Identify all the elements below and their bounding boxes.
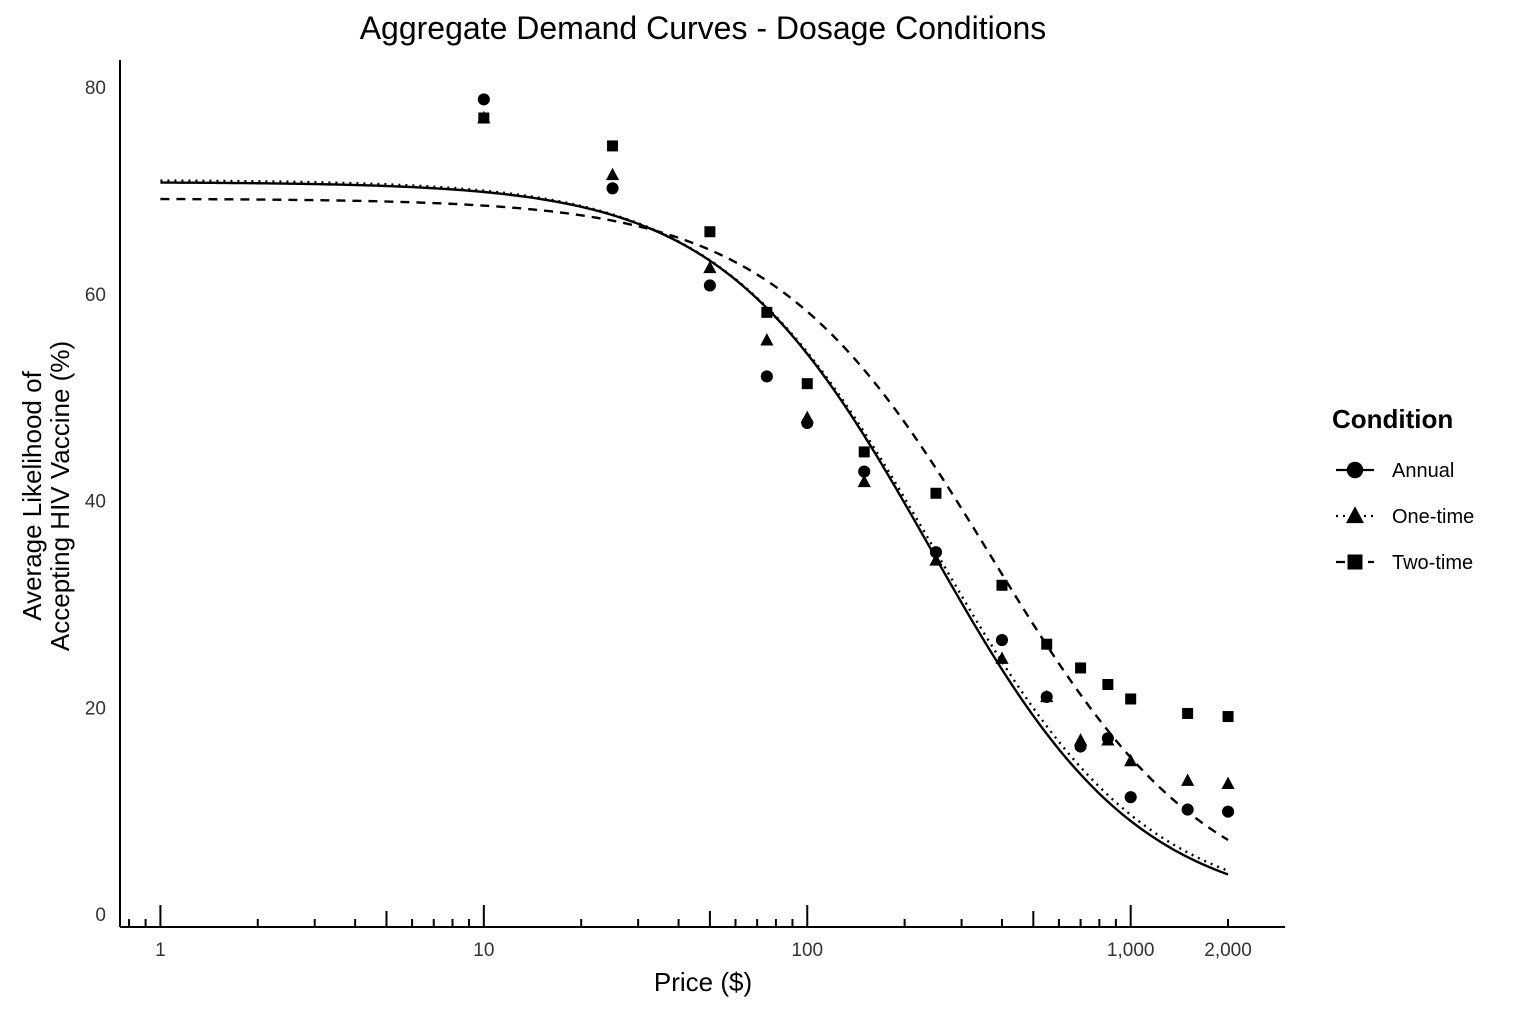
legend-label-annual: Annual <box>1392 460 1454 482</box>
data-points <box>477 93 1235 818</box>
x-tick-label: 1 <box>155 940 166 961</box>
fit-curve-annual <box>160 181 1229 876</box>
data-point-two-time <box>1182 707 1194 719</box>
data-point-one-time <box>929 553 943 566</box>
data-point-two-time <box>930 487 942 499</box>
legend-label-two-time: Two-time <box>1392 552 1473 574</box>
data-point-one-time <box>857 474 871 488</box>
data-point-one-time <box>800 410 814 423</box>
data-point-one-time <box>605 167 620 181</box>
data-point-one-time <box>1040 689 1054 703</box>
data-point-two-time <box>704 226 716 238</box>
y-tick-label: 0 <box>95 905 106 926</box>
y-axis-title-line-2: Accepting HIV Vaccine (%) <box>45 341 75 651</box>
data-point-two-time <box>1041 638 1053 650</box>
chart-title: Aggregate Demand Curves - Dosage Conditi… <box>360 10 1047 46</box>
data-point-annual <box>929 546 943 559</box>
y-tick-label: 80 <box>85 78 106 99</box>
x-tick-label: 10 <box>473 940 494 961</box>
data-point-two-time <box>801 378 813 390</box>
data-point-annual <box>1181 803 1194 816</box>
data-point-two-time <box>996 579 1008 591</box>
data-point-two-time <box>607 140 619 152</box>
data-point-annual <box>477 93 490 106</box>
data-point-one-time <box>703 260 717 274</box>
data-point-one-time <box>1101 733 1115 746</box>
fit-curve-two-time <box>160 197 1229 842</box>
y-tick-label: 20 <box>85 698 106 719</box>
data-point-two-time <box>1075 662 1087 674</box>
data-point-two-time <box>478 112 490 124</box>
y-tick-label: 60 <box>85 285 106 306</box>
x-tick-label: 100 <box>791 940 823 961</box>
data-point-annual <box>858 465 871 478</box>
legend-key-marker-annual <box>1346 461 1364 479</box>
data-point-one-time <box>1221 776 1235 789</box>
y-axis-title-line-1: Average Likelihood of <box>17 370 47 620</box>
data-point-one-time <box>1073 733 1088 746</box>
x-tick-label: 1,000 <box>1107 940 1155 961</box>
data-point-two-time <box>858 446 870 458</box>
axes: 1 10 100 1,000 2,000 0 20 40 60 80 <box>85 60 1285 961</box>
x-axis-title: Price ($) <box>654 967 752 997</box>
data-point-one-time <box>1181 773 1195 786</box>
data-point-two-time <box>1222 711 1234 723</box>
data-point-annual <box>995 634 1009 647</box>
data-point-annual <box>606 182 619 195</box>
legend-label-one-time: One-time <box>1392 506 1474 528</box>
data-point-annual <box>703 279 716 292</box>
data-point-one-time <box>760 333 774 346</box>
data-point-annual <box>1124 791 1137 804</box>
data-point-annual <box>1221 805 1235 818</box>
y-tick-label: 40 <box>85 492 106 513</box>
data-point-one-time <box>1124 753 1138 767</box>
legend: Condition Annual One-time Two-time <box>1332 404 1474 574</box>
y-axis-title: Average Likelihood of Accepting HIV Vacc… <box>17 341 75 651</box>
legend-key-marker-two-time <box>1347 554 1363 570</box>
data-point-two-time <box>1102 679 1114 691</box>
legend-title: Condition <box>1332 404 1453 434</box>
data-point-one-time <box>995 651 1009 664</box>
fitted-curves <box>160 179 1229 876</box>
fit-curve-one-time <box>160 179 1229 872</box>
data-point-annual <box>760 370 773 383</box>
legend-key-marker-one-time <box>1346 506 1364 524</box>
data-point-two-time <box>761 306 773 318</box>
data-point-two-time <box>1125 693 1137 705</box>
x-tick-label: 2,000 <box>1204 940 1252 961</box>
